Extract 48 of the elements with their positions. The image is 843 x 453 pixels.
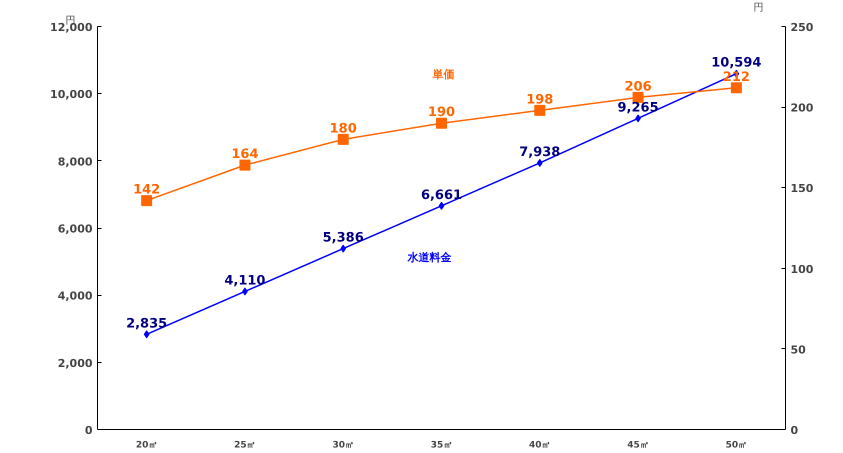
x-tick-label: 50㎥: [726, 440, 748, 450]
data-label: 212: [722, 70, 750, 85]
point: [239, 160, 250, 171]
data-label: 190: [428, 105, 456, 120]
data-label: 7,938: [519, 144, 560, 160]
point: [730, 82, 742, 94]
y2-tick-label: 250: [790, 21, 814, 34]
point: [436, 118, 447, 129]
data-label: 142: [133, 182, 160, 198]
point: [534, 104, 546, 116]
y2-tick-label: 0: [790, 424, 798, 437]
y-tick-label: 2,000: [58, 356, 93, 370]
point: [340, 244, 346, 253]
point: [438, 202, 444, 210]
data-label: 2,835: [126, 316, 168, 332]
y-tick-label: 0: [84, 424, 93, 437]
y-tick-label: 10,000: [50, 88, 93, 102]
point: [635, 114, 641, 122]
point: [144, 330, 150, 338]
data-label: 198: [526, 92, 554, 108]
data-label: 206: [624, 79, 652, 94]
text: 単価: [432, 68, 454, 82]
x-tick-label: 40㎥: [529, 440, 551, 450]
x-tick-label: 30㎥: [332, 440, 354, 450]
x-tick-label: 35㎥: [430, 440, 452, 450]
point: [338, 134, 349, 145]
point: [536, 158, 543, 167]
data-label: 4,110: [224, 273, 266, 288]
y-tick-label: 6,000: [58, 222, 93, 236]
data-label: 9,265: [618, 100, 659, 116]
y2-axis-title: 円: [754, 2, 764, 14]
data-label: 180: [330, 121, 357, 136]
data-label: 5,386: [322, 230, 364, 246]
point: [242, 287, 248, 296]
y2-tick-label: 50: [790, 343, 806, 356]
data-label: 6,661: [420, 188, 462, 203]
text: 水道料金: [406, 250, 452, 264]
y2-tick-label: 200: [790, 102, 814, 115]
x-tick-label: 25㎥: [234, 440, 256, 450]
data-label: 10,594: [711, 56, 762, 71]
y2-tick-label: 150: [790, 182, 814, 196]
x-tick-label: 20㎥: [136, 440, 158, 450]
x-tick-label: 45㎥: [627, 440, 649, 450]
y-tick-label: 8,000: [58, 155, 93, 168]
y2-tick-label: 100: [790, 262, 814, 276]
point: [141, 195, 152, 206]
y-tick-label: 4,000: [58, 290, 93, 303]
data-label: 164: [231, 147, 258, 162]
